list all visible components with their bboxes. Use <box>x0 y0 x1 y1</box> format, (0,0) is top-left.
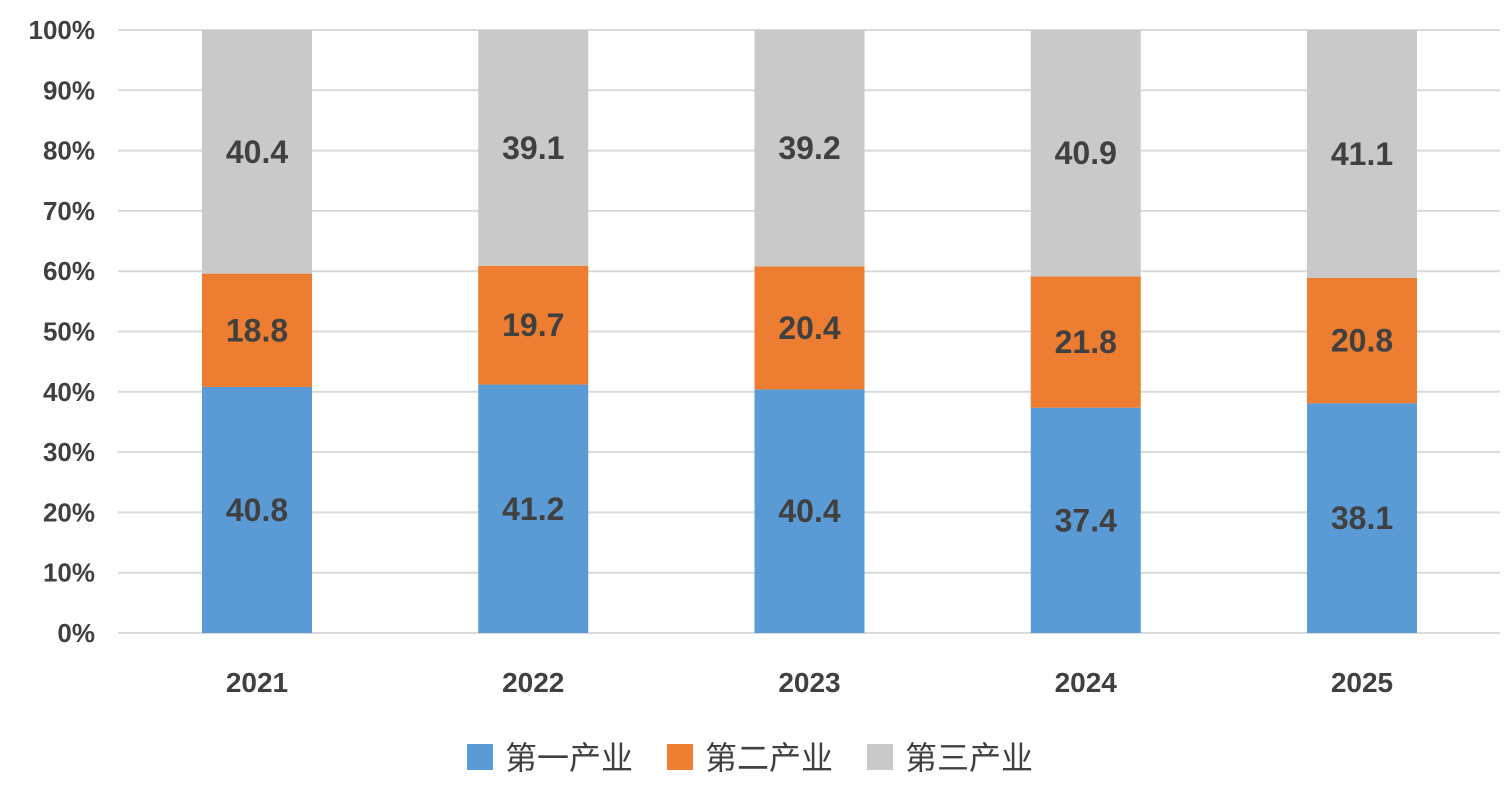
x-tick-label: 2024 <box>1055 667 1118 698</box>
y-tick-label: 100% <box>29 15 96 45</box>
legend-label: 第二产业 <box>705 739 833 777</box>
data-label: 40.9 <box>1055 135 1117 171</box>
data-label: 39.2 <box>778 130 840 166</box>
y-tick-label: 50% <box>43 317 95 347</box>
bar-segment <box>1307 403 1417 633</box>
bar-segment <box>202 386 312 633</box>
data-label: 20.8 <box>1331 323 1393 359</box>
x-tick-label: 2021 <box>226 667 288 698</box>
y-tick-label: 80% <box>43 136 95 166</box>
data-label: 41.1 <box>1331 136 1393 172</box>
data-label: 18.8 <box>226 312 288 348</box>
data-label: 20.4 <box>778 310 840 346</box>
bar-segment <box>478 30 589 266</box>
legend-swatch <box>667 744 693 770</box>
bar-segment <box>478 384 589 633</box>
y-tick-label: 90% <box>43 75 95 105</box>
data-label: 41.2 <box>502 491 564 527</box>
x-tick-label: 2025 <box>1331 667 1393 698</box>
y-tick-label: 60% <box>43 256 95 286</box>
bar-segment <box>202 30 312 274</box>
y-tick-label: 0% <box>57 618 95 648</box>
bar-segment <box>1307 277 1417 404</box>
data-labels: 40.8 18.8 40.4 41.2 19.7 39.1 40.4 20.4 39.2 37.4… <box>226 130 1393 538</box>
bar-segment <box>1030 276 1141 408</box>
bars <box>202 30 1417 633</box>
bar-segment <box>1030 30 1141 277</box>
legend-swatch <box>867 744 893 770</box>
data-label: 19.7 <box>502 307 564 343</box>
data-label: 37.4 <box>1055 502 1117 538</box>
bar-segment <box>202 273 312 387</box>
data-label: 21.8 <box>1055 324 1117 360</box>
bar-segment <box>754 266 865 390</box>
data-label: 39.1 <box>502 130 564 166</box>
bar-segment <box>754 389 865 633</box>
data-label: 40.4 <box>226 134 288 170</box>
bar-segment <box>1307 30 1417 278</box>
x-tick-label: 2022 <box>502 667 564 698</box>
data-label: 40.8 <box>226 492 288 528</box>
x-tick-label: 2023 <box>778 667 840 698</box>
legend-label: 第三产业 <box>905 739 1033 777</box>
legend: 第一产业 第二产业 第三产业 <box>467 739 1033 777</box>
y-tick-label: 20% <box>43 497 95 527</box>
legend-label: 第一产业 <box>505 739 633 777</box>
data-label: 40.4 <box>778 493 840 529</box>
y-tick-label: 30% <box>43 437 95 467</box>
bar-segment <box>754 30 865 267</box>
data-label: 38.1 <box>1331 500 1393 536</box>
y-tick-label: 10% <box>43 558 95 588</box>
bar-segment <box>1030 407 1141 633</box>
bar-segment <box>478 265 589 385</box>
y-tick-label: 70% <box>43 196 95 226</box>
y-axis-ticks: 0% 10% 20% 30% 40% 50% 60% 70% 80% 90% 100% <box>29 15 96 648</box>
legend-swatch <box>467 744 493 770</box>
y-tick-label: 40% <box>43 377 95 407</box>
x-axis-labels: 2021 2022 2023 2024 2025 <box>226 667 1393 698</box>
